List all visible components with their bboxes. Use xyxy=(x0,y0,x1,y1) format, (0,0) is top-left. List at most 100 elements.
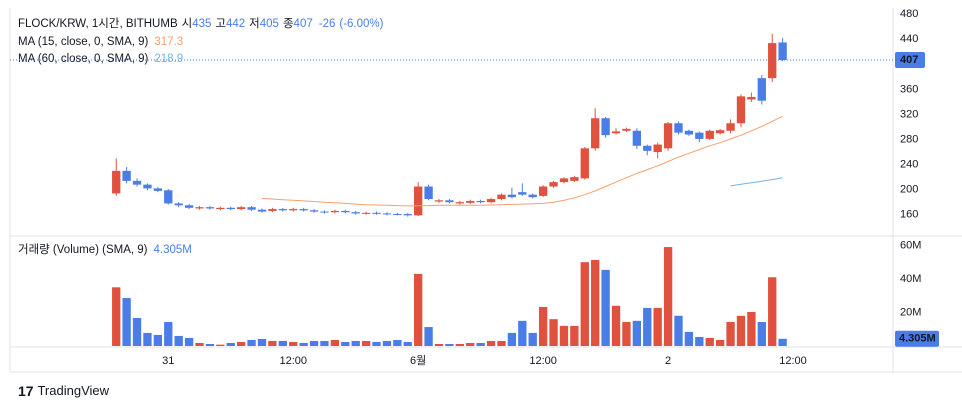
y-tick-label: 200 xyxy=(900,184,918,196)
ma-line xyxy=(261,115,783,207)
candle-body xyxy=(112,170,121,194)
candle-body xyxy=(538,186,548,196)
ohlc-label: 종 xyxy=(283,18,294,30)
volume-label: 4.305M xyxy=(899,333,936,345)
change: -26 xyxy=(319,18,336,30)
volume-bar xyxy=(705,337,714,346)
volume-bar xyxy=(736,315,746,346)
candle-body xyxy=(393,214,402,216)
volume-bar xyxy=(518,320,527,346)
x-tick-label: 31 xyxy=(162,355,174,367)
volume-bar xyxy=(299,342,308,346)
candle-body xyxy=(216,207,225,210)
volume-bar xyxy=(747,311,756,346)
volume-bar xyxy=(580,262,589,346)
candle-body xyxy=(497,194,506,200)
candle-body xyxy=(559,178,569,183)
volume-tick-label: 20M xyxy=(900,306,921,318)
candle-body xyxy=(247,207,256,210)
volume-bar xyxy=(257,338,267,346)
candle-body xyxy=(205,207,215,209)
ohlc-label: 시 xyxy=(182,17,193,30)
ma-name: MA (15, close, 0, SMA, 9) xyxy=(18,36,149,48)
volume-bar xyxy=(434,343,444,346)
candle-body xyxy=(122,170,131,181)
branding: 17 TradingView xyxy=(18,383,110,399)
candle-body xyxy=(351,212,360,214)
volume-bar xyxy=(497,340,506,346)
volume-bar xyxy=(570,325,579,346)
candle-body xyxy=(663,123,673,149)
symbol: FLOCK/KRW, 1시간, BITHUMB xyxy=(18,17,178,30)
candle-body xyxy=(195,207,204,209)
volume-tick-label: 40M xyxy=(900,273,921,285)
candle-body xyxy=(236,207,246,210)
candle-body xyxy=(466,200,475,203)
volume-bar xyxy=(153,334,163,346)
candle-body xyxy=(528,194,537,198)
candle-body xyxy=(591,118,600,149)
candle-body xyxy=(601,118,610,136)
y-tick-label: 440 xyxy=(900,33,918,45)
volume-bar xyxy=(247,339,256,346)
candle-body xyxy=(320,211,329,213)
volume-bar xyxy=(695,336,704,346)
candle-body xyxy=(674,123,683,133)
candle-body xyxy=(622,128,631,131)
candle-body xyxy=(143,184,152,189)
candle-body xyxy=(570,177,579,181)
ohlc-value: 442 xyxy=(226,18,245,30)
candle-body xyxy=(768,43,777,79)
volume-last: 4.305M xyxy=(154,244,192,256)
y-tick-label: 280 xyxy=(900,133,918,145)
x-tick-label: 12:00 xyxy=(279,355,307,367)
candle-body xyxy=(289,209,298,211)
candle-body xyxy=(778,42,787,60)
change-pct: (-6.00%) xyxy=(339,18,383,30)
candle-body xyxy=(330,210,340,213)
ma-legend: MA (60, close, 0, SMA, 9) 218.9 xyxy=(18,53,183,65)
candle-body xyxy=(549,182,558,187)
candle-body xyxy=(372,212,381,214)
ma-line xyxy=(730,177,783,187)
ohlc-value: 407 xyxy=(294,18,313,30)
x-tick-label: 2 xyxy=(665,355,671,367)
volume-legend: 거래량 (Volume) (SMA, 9) 4.305M xyxy=(18,243,192,256)
volume-bar xyxy=(424,327,433,346)
candle-body xyxy=(643,145,652,151)
legend-symbol: FLOCK/KRW, 1시간, BITHUMB 시435 고442 저405 종407-… xyxy=(18,17,384,30)
candle-body xyxy=(486,199,496,203)
candle-body xyxy=(726,123,735,131)
volume-bar xyxy=(216,344,225,346)
volume-bar xyxy=(361,340,371,346)
volume-bar xyxy=(559,325,569,346)
y-tick-label: 240 xyxy=(900,158,918,170)
candle-body xyxy=(299,209,308,211)
volume-bar xyxy=(684,331,694,346)
candle-body xyxy=(153,188,163,191)
volume-bar xyxy=(538,306,548,346)
ma-legend: MA (15, close, 0, SMA, 9) 317.3 xyxy=(18,36,183,48)
candle-body xyxy=(695,132,704,139)
candle-body xyxy=(164,190,173,204)
volume-bar xyxy=(174,335,183,346)
volume-bar xyxy=(715,339,725,346)
ma-value: 218.9 xyxy=(154,53,183,65)
price-badge xyxy=(895,51,925,68)
ohlc-value: 405 xyxy=(260,18,279,30)
volume-bar xyxy=(778,338,787,346)
candle-body xyxy=(382,213,392,215)
ohlc-legend: 시435 고442 저405 종407 xyxy=(182,17,313,30)
volume-bar xyxy=(330,339,340,346)
volume-bar xyxy=(601,269,610,346)
y-tick-label: 160 xyxy=(900,209,918,221)
candle-body xyxy=(476,200,485,203)
volume-bar xyxy=(466,342,475,346)
candle-body xyxy=(611,131,621,134)
candle-body xyxy=(132,180,142,185)
volume-bar xyxy=(164,322,173,346)
volume-bar xyxy=(414,273,423,346)
candle-body xyxy=(507,194,517,198)
volume-bar xyxy=(341,341,350,346)
